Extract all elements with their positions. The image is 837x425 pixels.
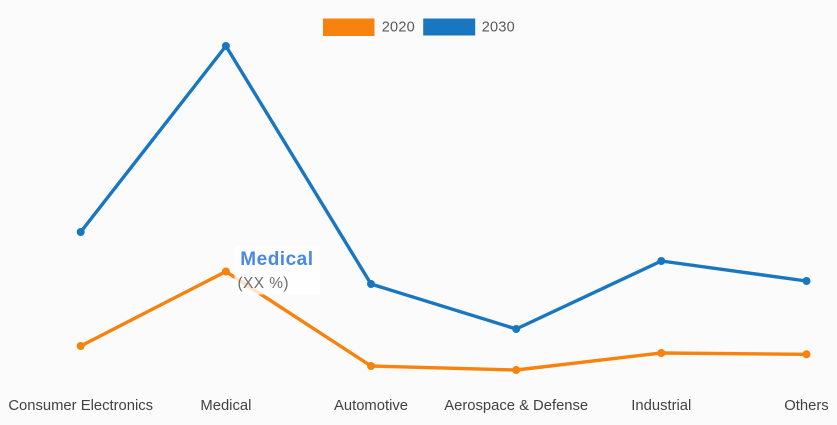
svg-text:Medical: Medical [240,249,313,270]
svg-text:Aerospace & Defense: Aerospace & Defense [444,398,588,414]
svg-text:Automotive: Automotive [334,398,408,414]
svg-text:Others: Others [784,398,828,414]
svg-text:Medical: Medical [200,398,251,414]
svg-text:2030: 2030 [482,20,515,36]
svg-text:Industrial: Industrial [631,398,691,414]
svg-text:(XX %): (XX %) [238,275,290,292]
svg-text:2020: 2020 [382,20,415,36]
svg-text:Consumer Electronics: Consumer Electronics [8,398,153,414]
